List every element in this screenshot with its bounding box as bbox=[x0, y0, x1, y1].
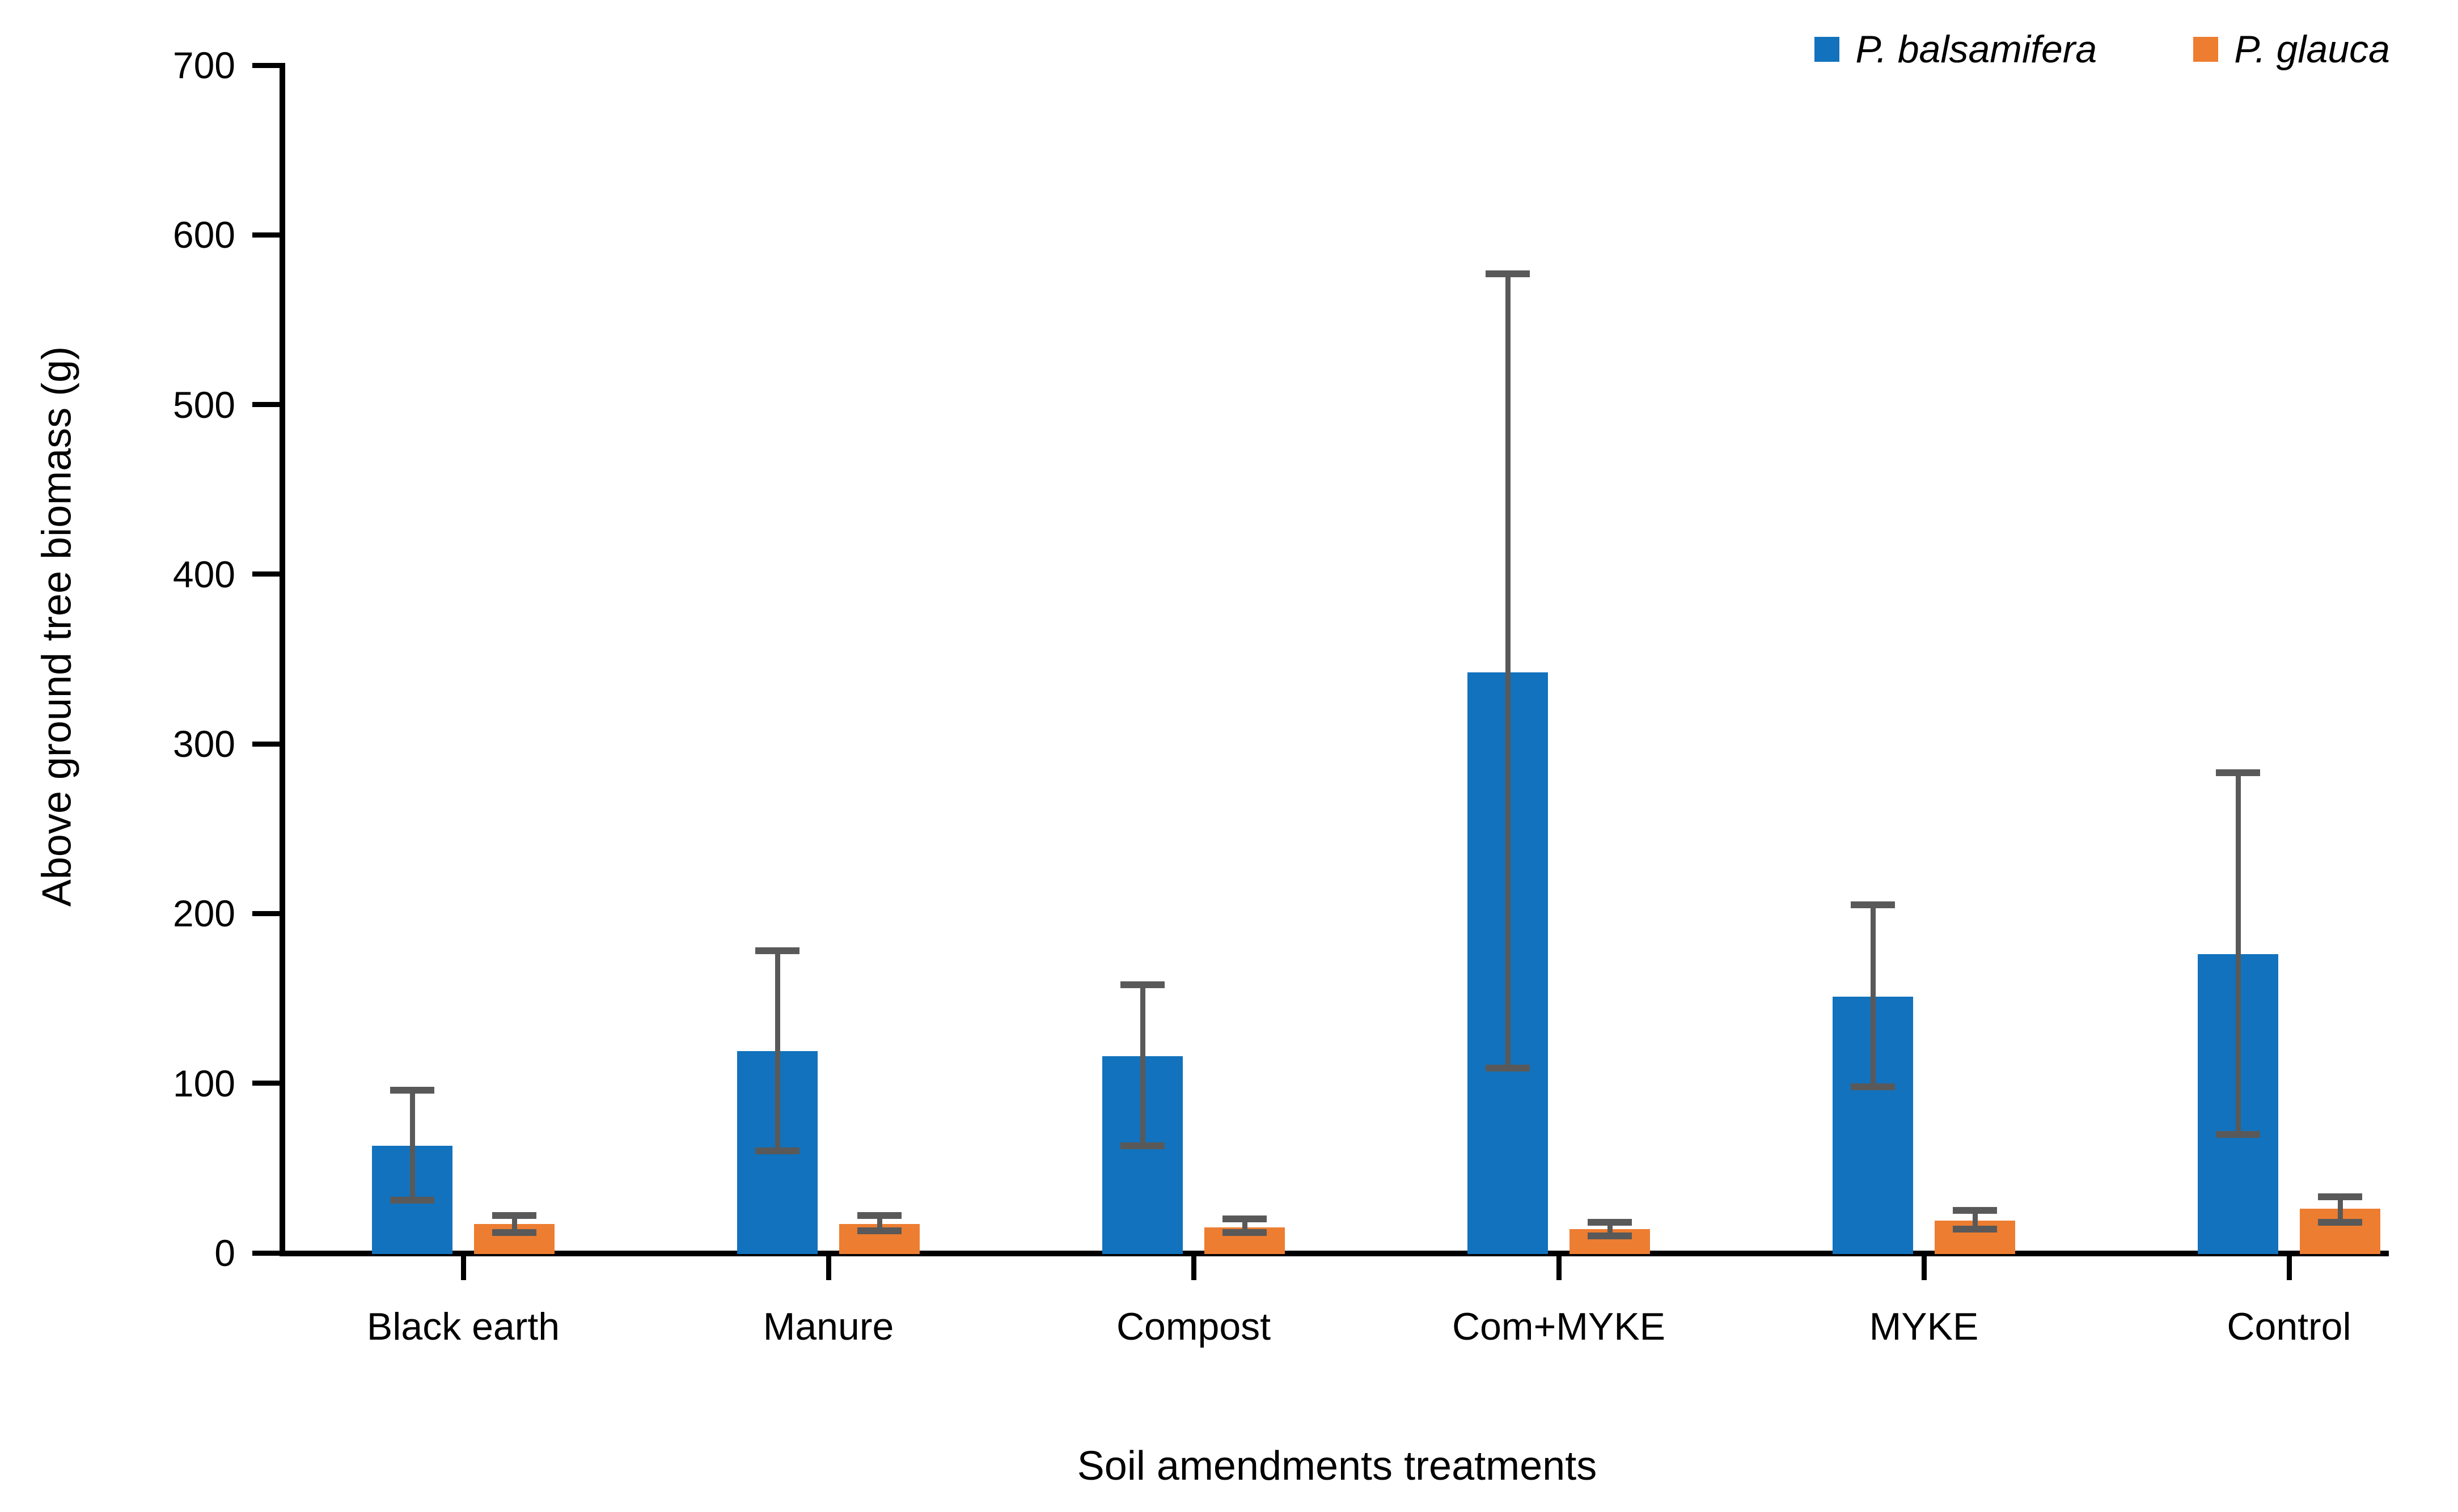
y-axis-tick bbox=[252, 910, 280, 916]
x-axis-tick bbox=[1191, 1253, 1196, 1280]
x-axis-tick bbox=[826, 1253, 831, 1280]
error-bar-line bbox=[1972, 1210, 1978, 1230]
legend-swatch-icon bbox=[1814, 37, 1840, 62]
x-category-label: Manure bbox=[763, 1305, 894, 1348]
y-axis-tick-label: 700 bbox=[172, 44, 235, 86]
error-bar-cap bbox=[1851, 1083, 1895, 1090]
x-category-label: Black earth bbox=[366, 1305, 560, 1348]
error-bar-cap bbox=[857, 1212, 902, 1219]
error-bar-cap bbox=[1588, 1219, 1632, 1226]
legend-item: P. glauca bbox=[2193, 27, 2390, 71]
error-bar-cap bbox=[492, 1212, 536, 1219]
error-bar-cap bbox=[390, 1086, 434, 1094]
error-bar-line bbox=[511, 1215, 517, 1233]
error-bar-line bbox=[877, 1215, 882, 1231]
error-bar-cap bbox=[2216, 1130, 2260, 1138]
error-bar-cap bbox=[755, 1147, 799, 1155]
y-axis-tick-label: 600 bbox=[172, 214, 235, 256]
error-bar-cap bbox=[1486, 1064, 1530, 1071]
error-bar-cap bbox=[1486, 270, 1530, 278]
y-axis-tick-label: 0 bbox=[214, 1232, 235, 1274]
y-axis-line bbox=[280, 63, 285, 1256]
y-axis-tick-label: 100 bbox=[172, 1062, 235, 1104]
y-axis-tick-label: 200 bbox=[172, 892, 235, 935]
error-bar-cap bbox=[2216, 769, 2260, 777]
legend-item: P. balsamifera bbox=[1814, 27, 2097, 71]
error-bar-line bbox=[1242, 1219, 1247, 1233]
error-bar-line bbox=[2235, 773, 2241, 1134]
x-category-label: Control bbox=[2227, 1305, 2351, 1348]
error-bar-line bbox=[1870, 905, 1876, 1087]
error-bar-cap bbox=[2318, 1219, 2362, 1226]
error-bar-cap bbox=[1222, 1229, 1267, 1236]
error-bar-cap bbox=[390, 1197, 434, 1204]
error-bar-cap bbox=[1851, 901, 1895, 909]
x-axis-line bbox=[280, 1251, 2389, 1256]
error-bar-cap bbox=[2318, 1193, 2362, 1201]
x-axis-tick bbox=[1556, 1253, 1562, 1280]
error-bar-cap bbox=[755, 947, 799, 955]
error-bar-cap bbox=[1120, 981, 1165, 989]
y-axis-tick-label: 300 bbox=[172, 723, 235, 765]
x-axis-tick bbox=[2286, 1253, 2292, 1280]
y-axis-tick bbox=[252, 402, 280, 408]
error-bar-line bbox=[775, 951, 780, 1151]
y-axis-title-text: Above ground tree biomass (g) bbox=[34, 346, 79, 907]
y-axis-tick bbox=[252, 741, 280, 747]
y-axis-tick bbox=[252, 232, 280, 238]
x-axis-title: Soil amendments treatments bbox=[1077, 1443, 1597, 1489]
legend-label: P. balsamifera bbox=[1855, 28, 2097, 71]
x-category-label: Com+MYKE bbox=[1452, 1305, 1665, 1348]
error-bar-line bbox=[409, 1090, 415, 1201]
error-bar-cap bbox=[1953, 1207, 1997, 1214]
x-axis-tick bbox=[1921, 1253, 1927, 1280]
y-axis-tick bbox=[252, 62, 280, 68]
error-bar-cap bbox=[1588, 1233, 1632, 1240]
x-category-label: MYKE bbox=[1869, 1305, 1979, 1348]
error-bar-cap bbox=[1953, 1226, 1997, 1233]
y-axis-tick bbox=[252, 1081, 280, 1086]
chart-legend: P. balsamifera P. glauca bbox=[1814, 27, 2390, 71]
error-bar-line bbox=[2337, 1197, 2343, 1223]
error-bar-cap bbox=[857, 1227, 902, 1235]
x-category-label: Compost bbox=[1116, 1305, 1271, 1348]
error-bar-cap bbox=[492, 1229, 536, 1236]
y-axis-title: Above ground tree biomass (g) bbox=[17, 0, 96, 1253]
error-bar-cap bbox=[1120, 1142, 1165, 1150]
y-axis-tick bbox=[252, 571, 280, 577]
error-bar-line bbox=[1505, 274, 1511, 1068]
y-axis-tick-label: 500 bbox=[172, 383, 235, 426]
legend-swatch-icon bbox=[2193, 37, 2219, 62]
legend-label: P. glauca bbox=[2234, 28, 2390, 71]
y-axis-tick bbox=[252, 1250, 280, 1256]
error-bar-line bbox=[1140, 985, 1145, 1146]
error-bar-cap bbox=[1222, 1215, 1267, 1223]
x-axis-tick bbox=[460, 1253, 466, 1280]
error-bar-line bbox=[1607, 1222, 1613, 1236]
y-axis-tick-label: 400 bbox=[172, 553, 235, 595]
